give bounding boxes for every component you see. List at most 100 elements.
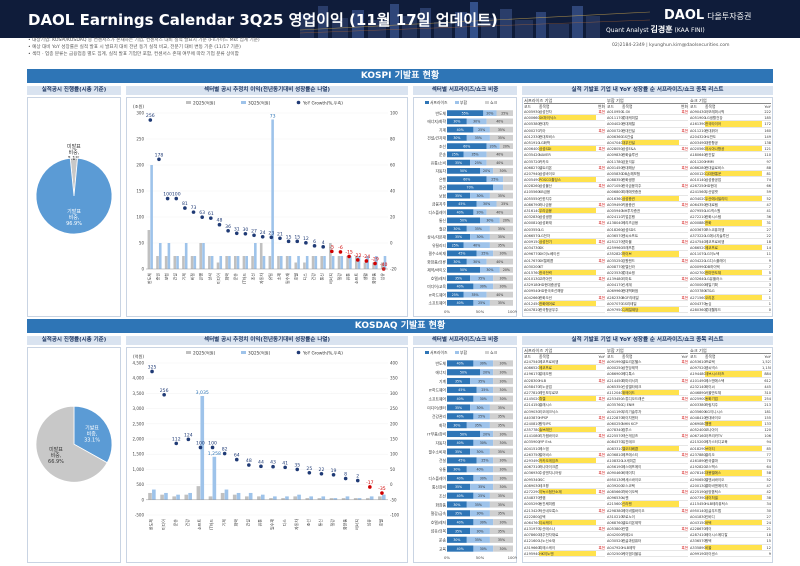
list-item: A357780 솔브레인 <box>524 427 605 434</box>
y-right-tick: 350 <box>390 376 398 381</box>
stock-name: 삼성전자 <box>539 110 552 114</box>
stock-change: 1,523 <box>762 360 771 364</box>
stock-change: 70 <box>766 459 771 463</box>
list-item: A200130 콜마비앤에이치 47 <box>690 483 771 489</box>
stock-code: A228670 <box>690 527 706 532</box>
segment-label: 40% <box>457 301 464 305</box>
y-right-tick: 400 <box>390 361 398 366</box>
list-item: A222800 심텍 <box>524 514 605 520</box>
stock-code: A030000 <box>690 283 706 288</box>
stock-name: 이오테크닉스 <box>539 409 559 414</box>
stack-segment <box>470 448 490 455</box>
stock-code: A047920 <box>607 545 623 550</box>
analyst-extra: (KAA FINI) <box>674 27 705 34</box>
stock-name: 기업은행 <box>622 215 635 220</box>
yoy-label: 25 <box>306 466 312 472</box>
stock-code: A096530 <box>607 496 623 501</box>
stock-code: A041190 <box>607 409 623 414</box>
list-item: A020560 아시아나항공 121 <box>690 146 771 153</box>
list-header: 종목명 <box>539 104 550 109</box>
stack-segment <box>470 275 494 282</box>
y-right-tick: 0 <box>390 482 393 487</box>
stock-change <box>679 177 688 182</box>
list-item: A005490 POSCO홀딩스 <box>524 177 605 184</box>
list-item: A065350 신성델타테크 <box>607 384 688 390</box>
stock-change: 흑전 <box>681 452 688 457</box>
stack-segment <box>493 519 513 526</box>
brand-subtitle: 다올투자증권 <box>707 12 752 21</box>
section-header-bar: KOSDAQ 기발표 현황 <box>27 319 773 333</box>
bar-2q25 <box>353 498 358 500</box>
list-item: A950140 잉글우드랩 30 <box>690 508 771 514</box>
stock-name: 에스에프에이 <box>622 465 642 470</box>
segment-label: 30% <box>453 468 460 472</box>
legend-swatch <box>425 101 429 104</box>
stock-change: 흑전 <box>681 221 688 226</box>
bar-2q25 <box>363 262 367 269</box>
stack-segment <box>476 200 497 207</box>
segment-label: 40% <box>457 128 464 132</box>
stock-code: A028260 <box>524 184 540 189</box>
stock-list-column: 부합 기업 코드 종목명 YoY A091990 셀트리온헬스 흑전 A000250 삼천당제약… <box>607 348 688 557</box>
yoy-label: 21 <box>277 231 283 237</box>
list-item: A039030 이오테크닉스 <box>524 409 605 415</box>
y-left-tick: 1,500 <box>133 452 145 457</box>
x-axis-tick: 50% <box>476 309 485 314</box>
bar-2q25 <box>365 498 370 500</box>
stack-segment <box>486 176 504 183</box>
stock-change: 흑전 <box>681 295 688 300</box>
stack-segment <box>493 430 513 438</box>
pie-slice-label: 기발표 <box>85 425 99 432</box>
bar-2q25 <box>199 243 203 269</box>
stock-change: 24 <box>766 520 771 525</box>
list-item: A007070 GS리테일 <box>607 301 688 307</box>
stock-code: A020560 <box>690 147 706 152</box>
segment-label: 30% <box>500 441 507 445</box>
stock-code: A259960 <box>607 246 623 251</box>
stack-segment <box>447 404 471 411</box>
stock-change: 310 <box>764 390 771 395</box>
stock-change: 172 <box>764 122 771 127</box>
list-item: A084370 유진테크 <box>607 439 688 446</box>
category-label: 운송 <box>172 519 178 527</box>
list-item: A105560 KB금융 <box>524 189 605 196</box>
stock-name: HD현대중공업 <box>539 283 561 288</box>
stock-name: 금호석유 <box>622 159 635 164</box>
stock-code: A010130 <box>524 277 540 282</box>
stock-code: A195940 <box>524 551 540 556</box>
stock-name: 한국타이어 <box>705 121 762 127</box>
stock-code: A282330 <box>607 295 623 300</box>
stock-code: A041510 <box>524 446 540 451</box>
stock-code: A067160 <box>690 434 706 439</box>
list-item: A277810 레인보우로보 <box>524 390 605 397</box>
segment-label: 25% <box>475 161 482 165</box>
stock-code: A237880 <box>690 452 706 457</box>
stack-segment <box>447 167 480 174</box>
stock-code: A030200 <box>524 264 540 269</box>
list-item: A009540 HD한국조선해양 <box>524 288 605 295</box>
stock-code: A035760 <box>607 403 623 408</box>
stock-name: 메디톡스 <box>622 372 635 377</box>
stock-name: 파마리서치 <box>622 378 639 383</box>
stock-name: 나노신소재 <box>539 539 556 544</box>
stock-code: A028050 <box>607 147 623 152</box>
list-header: 종목명 <box>622 354 633 359</box>
stock-change <box>596 421 605 426</box>
sector-label: 운송 <box>439 152 446 157</box>
bar-2q25 <box>242 256 246 269</box>
stack-segment <box>489 134 513 141</box>
stock-code: A058470 <box>524 384 540 389</box>
stock-name: 대주전자재료 <box>539 533 559 538</box>
segment-label: 30% <box>500 485 507 489</box>
legend-label: 서프라이즈 <box>430 100 448 105</box>
stock-change: 22 <box>766 233 771 238</box>
stock-name: 하이브 <box>622 251 679 257</box>
bar-2q25 <box>208 496 213 500</box>
stock-change: 160 <box>764 128 771 133</box>
stock-name: 제일기획 <box>705 283 718 288</box>
legend-label: 서프라이즈 <box>430 350 448 355</box>
stock-name: LG전자 <box>539 233 551 238</box>
stock-code: A005930 <box>524 110 540 114</box>
list-item: A067160 아프리카TV 106 <box>690 433 771 440</box>
stock-change: 81 <box>766 171 771 176</box>
